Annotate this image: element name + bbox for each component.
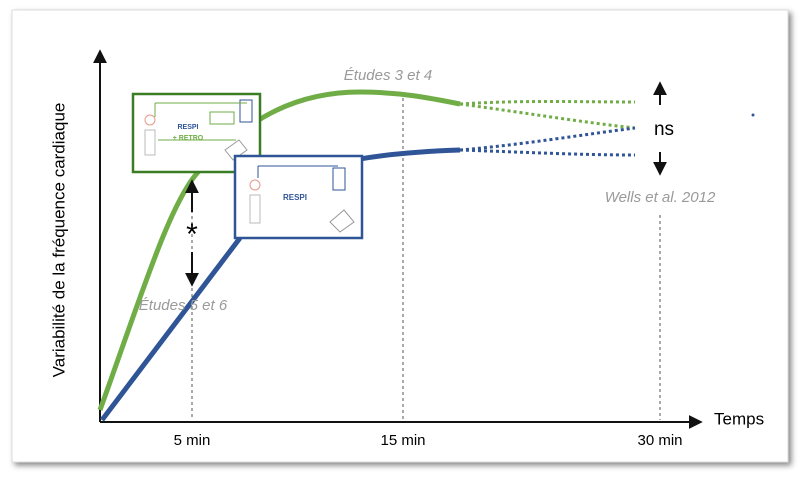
green-projection [459,100,636,130]
annotation-top: Études 3 et 4 [344,67,432,84]
x-tick-label: 5 min [174,432,211,449]
box-sublabel: + RETRO [173,135,204,142]
dot [751,113,755,117]
significance: * [186,218,198,251]
box-label: RESPI [283,193,307,202]
blue-box: RESPI [233,154,364,240]
y-axis-label: Variabilité de la fréquence cardiaque [49,103,68,378]
annotation-bottom: Études 5 et 6 [139,297,228,314]
ns-label: ns [654,119,674,140]
blue-projection [459,126,636,157]
x-tick-label: 30 min [637,432,682,449]
x-axis-label: Temps [714,409,764,428]
green-box: RESPI + RETRO [131,92,262,174]
box-label: RESPI [177,124,198,131]
x-tick-label: 15 min [380,432,425,449]
reference: Wells et al. 2012 [605,189,716,206]
